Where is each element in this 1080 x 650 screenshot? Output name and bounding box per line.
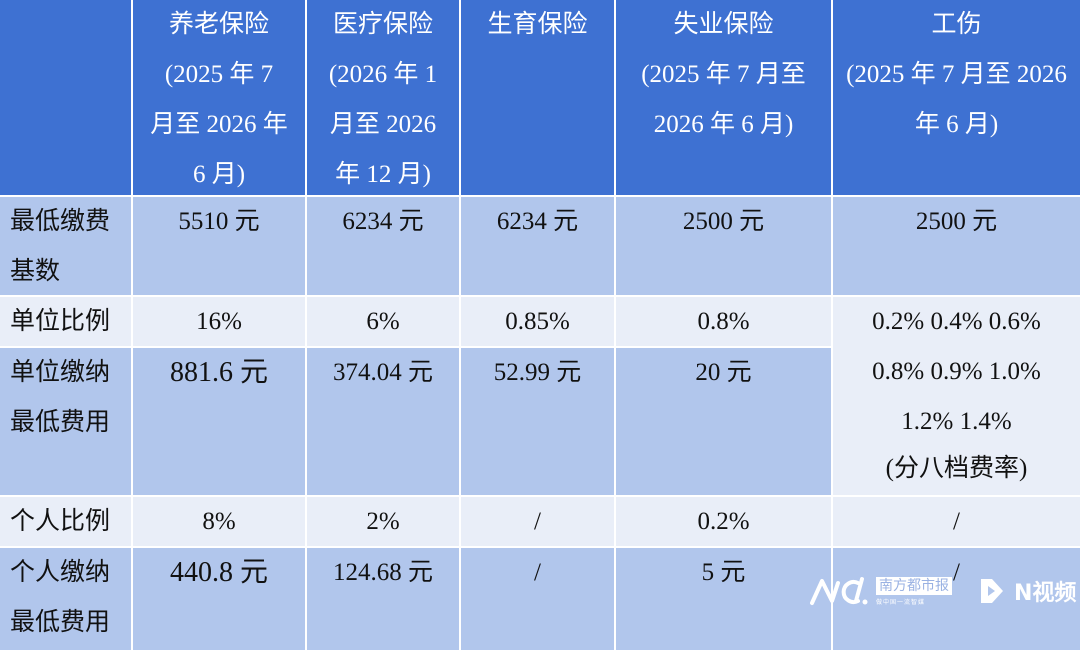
row-label-min-base: 最低缴费 基数 bbox=[0, 197, 131, 295]
personal-fee-work-injury: / bbox=[833, 548, 1080, 650]
row-label-employer-min-fee: 单位缴纳 最低费用 bbox=[0, 348, 131, 495]
rate-line: 0.2% 0.4% 0.6% bbox=[872, 308, 1041, 335]
employer-rate-medical: 6% bbox=[307, 297, 459, 346]
play-logo-icon bbox=[981, 579, 1003, 603]
row-label-employer-rate: 单位比例 bbox=[0, 297, 131, 346]
header-line: 月至 2026 年 bbox=[150, 111, 288, 138]
employer-rate-maternity: 0.85% bbox=[461, 297, 614, 346]
header-line: 月至 2026 bbox=[329, 111, 437, 138]
personal-rate-maternity: / bbox=[461, 497, 614, 546]
employer-rate-unemployment: 0.8% bbox=[616, 297, 831, 346]
header-work-injury: 工伤 (2025 年 7 月至 2026 年 6 月) bbox=[833, 0, 1080, 195]
header-line: 养老保险 bbox=[168, 11, 269, 38]
header-line: 2026 年 6 月) bbox=[653, 111, 794, 138]
min-base-maternity: 6234 元 bbox=[461, 197, 614, 295]
personal-fee-unemployment: 5 元 bbox=[616, 548, 831, 650]
header-line: 工伤 bbox=[931, 11, 982, 38]
header-line: 生育保险 bbox=[487, 11, 588, 38]
label-line: 最低费用 bbox=[10, 609, 111, 636]
header-medical: 医疗保险 (2026 年 1 月至 2026 年 12 月) bbox=[307, 0, 459, 195]
min-base-unemployment: 2500 元 bbox=[616, 197, 831, 295]
employer-fee-pension: 881.6 元 bbox=[133, 348, 305, 495]
employer-fee-maternity: 52.99 元 bbox=[461, 348, 614, 495]
row-label-personal-rate: 个人比例 bbox=[0, 497, 131, 546]
header-line: 6 月) bbox=[192, 161, 246, 188]
header-line: 年 6 月) bbox=[914, 111, 999, 138]
header-corner bbox=[0, 0, 131, 195]
brand-slogan: 做中国一流智媒 bbox=[876, 598, 926, 606]
employer-fee-unemployment: 20 元 bbox=[616, 348, 831, 495]
nd-logo-icon bbox=[810, 577, 868, 605]
header-line: 医疗保险 bbox=[332, 11, 433, 38]
label-line: 个人缴纳 bbox=[10, 559, 111, 586]
work-injury-rates: 0.2% 0.4% 0.6% 0.8% 0.9% 1.0% 1.2% 1.4% … bbox=[833, 297, 1080, 495]
employer-fee-medical: 374.04 元 bbox=[307, 348, 459, 495]
min-base-work-injury: 2500 元 bbox=[833, 197, 1080, 295]
header-maternity: 生育保险 bbox=[461, 0, 614, 195]
brand-block: 南方都市报 做中国一流智媒 bbox=[876, 576, 952, 606]
header-line: (2025 年 7 月至 2026 bbox=[846, 61, 1067, 88]
rate-line: (分八档费率) bbox=[885, 455, 1028, 482]
header-line: 失业保险 bbox=[673, 11, 774, 38]
header-line: 年 12 月) bbox=[335, 161, 431, 188]
label-line: 最低费用 bbox=[10, 409, 111, 436]
label-line: 单位缴纳 bbox=[10, 359, 111, 386]
rate-line: 0.8% 0.9% 1.0% bbox=[872, 358, 1041, 385]
personal-fee-medical: 124.68 元 bbox=[307, 548, 459, 650]
personal-rate-unemployment: 0.2% bbox=[616, 497, 831, 546]
header-line: (2025 年 7 bbox=[164, 61, 274, 88]
label-line: 最低缴费 bbox=[10, 208, 111, 235]
row-label-personal-min-fee: 个人缴纳 最低费用 bbox=[0, 548, 131, 650]
watermark: 南方都市报 做中国一流智媒 N视频 bbox=[808, 575, 1076, 607]
personal-rate-pension: 8% bbox=[133, 497, 305, 546]
min-base-medical: 6234 元 bbox=[307, 197, 459, 295]
video-brand: N视频 bbox=[1014, 581, 1077, 606]
header-pension: 养老保险 (2025 年 7 月至 2026 年 6 月) bbox=[133, 0, 305, 195]
personal-rate-medical: 2% bbox=[307, 497, 459, 546]
personal-rate-work-injury: / bbox=[833, 497, 1080, 546]
personal-fee-maternity: / bbox=[461, 548, 614, 650]
header-line: (2025 年 7 月至 bbox=[641, 61, 806, 88]
rate-line: 1.2% 1.4% bbox=[901, 408, 1012, 435]
label-line: 基数 bbox=[10, 258, 61, 285]
header-unemployment: 失业保险 (2025 年 7 月至 2026 年 6 月) bbox=[616, 0, 831, 195]
employer-rate-pension: 16% bbox=[133, 297, 305, 346]
header-line: (2026 年 1 bbox=[328, 61, 438, 88]
personal-fee-pension: 440.8 元 bbox=[133, 548, 305, 650]
min-base-pension: 5510 元 bbox=[133, 197, 305, 295]
brand-name: 南方都市报 bbox=[876, 576, 952, 595]
